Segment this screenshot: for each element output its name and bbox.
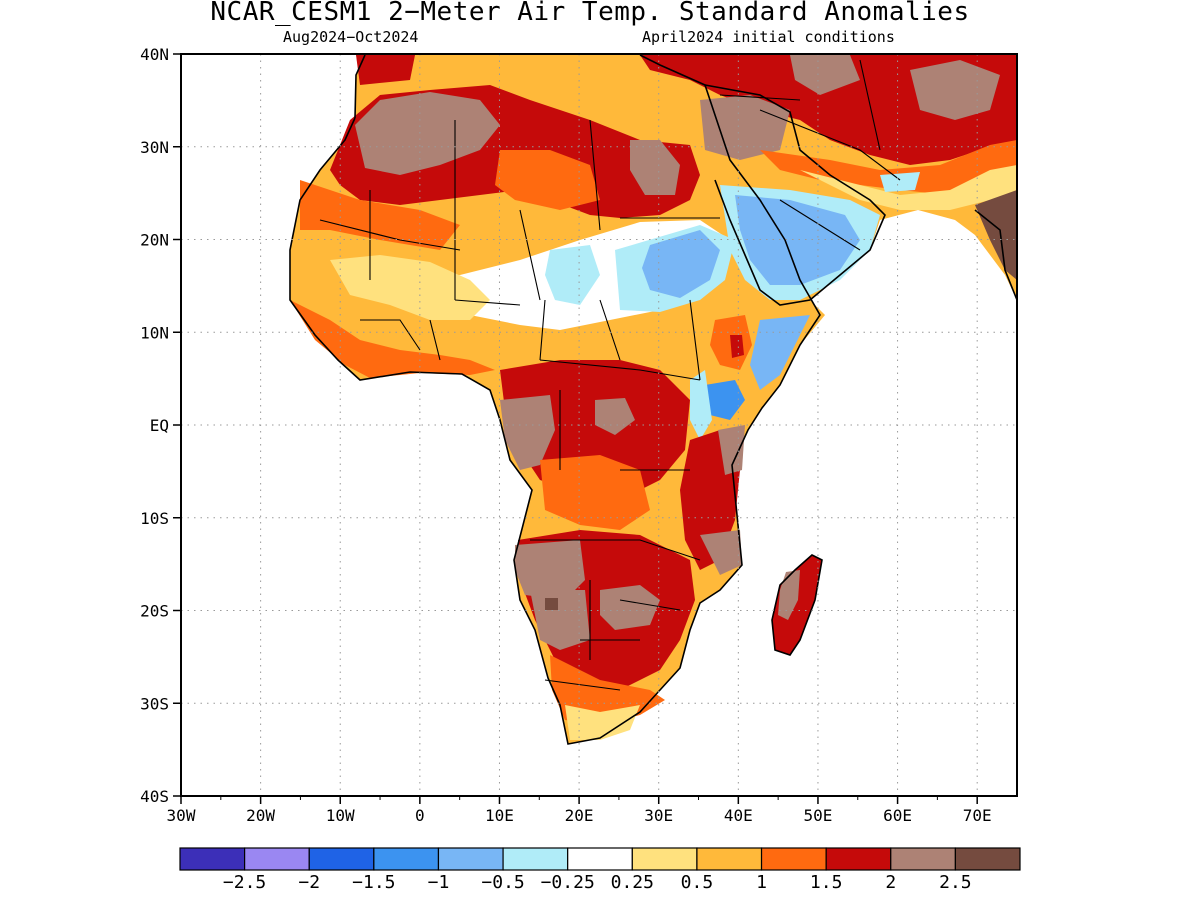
lat-tick-label: 10S xyxy=(140,509,169,528)
colorbar-swatch xyxy=(567,847,633,871)
lat-tick-label: 30N xyxy=(140,138,169,157)
gabon-brown xyxy=(500,395,555,470)
lon-tick-label: 20W xyxy=(246,806,275,825)
guinea-coast-orange xyxy=(290,300,495,378)
sahel-light-cyan xyxy=(545,245,600,305)
lat-tick-label: EQ xyxy=(150,416,169,435)
lon-tick-label: 10W xyxy=(326,806,355,825)
colorbar-label: −0.5 xyxy=(481,872,524,893)
colorbar-swatch xyxy=(502,847,569,871)
africa-coastline xyxy=(289,54,821,745)
lon-tick-label: 40E xyxy=(724,806,753,825)
pakistan-brown xyxy=(975,190,1017,280)
angola-brown xyxy=(515,540,585,600)
east-africa-cyan xyxy=(690,370,712,440)
congo-orange xyxy=(540,455,650,530)
colorbar-label: −2 xyxy=(298,872,320,893)
border-central xyxy=(539,299,701,471)
colorbar-label: 2 xyxy=(885,872,896,893)
sudan-light-blue xyxy=(642,230,720,298)
colorbar-swatch xyxy=(696,847,763,871)
colorbar-label: −1.5 xyxy=(352,872,395,893)
middle-east-brown-3 xyxy=(790,55,860,95)
iran-cyan xyxy=(880,172,920,192)
longitude-ticks: 30W 20W 10W 0 10E 20E 30E 40E 50E 60E 70E xyxy=(167,796,992,825)
colorbar-label: −2.5 xyxy=(223,872,266,893)
lat-tick-label: 40S xyxy=(140,787,169,806)
india-coastline xyxy=(974,209,1017,301)
lat-tick-label: 10N xyxy=(140,323,169,342)
colorbar-swatch xyxy=(760,847,827,871)
ethiopia-dark-red xyxy=(730,335,744,358)
colorbar-swatch xyxy=(890,847,956,871)
lon-tick-label: 60E xyxy=(883,806,912,825)
colorbar-label: 0.5 xyxy=(681,872,714,893)
sahara-brown-east xyxy=(630,140,680,195)
lat-tick-label: 40N xyxy=(140,45,169,64)
north-coast-dark-red xyxy=(356,55,415,85)
map-title: NCAR_CESM1 2−Meter Air Temp. Standard An… xyxy=(210,0,970,27)
lon-tick-label: 20E xyxy=(565,806,594,825)
grid-lines xyxy=(181,54,1017,796)
colorbar-swatch xyxy=(825,847,892,871)
lat-tick-label: 30S xyxy=(140,694,169,713)
kenya-blue xyxy=(705,380,745,420)
madagascar-coastline xyxy=(771,554,823,656)
arabia-light-blue xyxy=(735,195,860,285)
colorbar-swatch xyxy=(631,847,698,871)
anomaly-field xyxy=(290,55,1017,744)
colorbar-swatch xyxy=(244,847,310,871)
south-africa-yellow xyxy=(565,705,640,740)
latitude-ticks: 40N 30N 20N 10N EQ 10S 20S 30S 40S xyxy=(140,45,181,806)
colorbar: −2.5 −2 −1.5 −1 −0.5 −0.25 0.25 0.5 1 1.5 2 2.5 xyxy=(179,847,1021,893)
madagascar-fill xyxy=(772,555,822,655)
sahel-orange xyxy=(495,150,600,210)
lon-tick-label: 30W xyxy=(167,806,196,825)
colorbar-label: 1 xyxy=(756,872,767,893)
central-africa-brown xyxy=(595,398,635,435)
lat-tick-label: 20N xyxy=(140,231,169,250)
border-north-africa xyxy=(369,119,720,361)
lon-tick-label: 30E xyxy=(644,806,673,825)
colorbar-label: 0.25 xyxy=(611,872,654,893)
mozambique-brown xyxy=(700,530,742,575)
forecast-period: Aug2024−Oct2024 xyxy=(283,28,419,46)
lon-tick-label: 0 xyxy=(415,806,425,825)
arabia-yellow-band xyxy=(800,165,1017,210)
border-middle-east xyxy=(719,59,901,251)
lat-tick-label: 20S xyxy=(140,602,169,621)
colorbar-swatch xyxy=(954,847,1021,871)
initial-conditions: April2024 initial conditions xyxy=(642,28,895,46)
country-borders xyxy=(319,59,901,691)
colorbar-label: −0.25 xyxy=(541,872,595,893)
middle-east-brown-1 xyxy=(700,95,790,160)
colorbar-swatch xyxy=(179,847,246,871)
border-west xyxy=(319,219,461,361)
border-south xyxy=(530,539,701,691)
botswana-brown xyxy=(600,585,660,630)
colorbar-label: 1.5 xyxy=(810,872,843,893)
lon-tick-label: 50E xyxy=(803,806,832,825)
colorbar-swatch xyxy=(437,847,504,871)
sahara-brown-west xyxy=(355,92,500,175)
colorbar-label: −1 xyxy=(428,872,450,893)
coastlines xyxy=(289,54,1017,745)
lon-tick-label: 10E xyxy=(485,806,514,825)
arabia-orange-band xyxy=(760,140,1017,195)
colorbar-swatch xyxy=(308,847,375,871)
colorbar-swatch xyxy=(373,847,440,871)
horn-light-blue xyxy=(750,315,810,390)
namibia-dark-brown xyxy=(545,598,558,610)
colorbar-label: 2.5 xyxy=(939,872,972,893)
lon-tick-label: 70E xyxy=(963,806,992,825)
arabia-coastline xyxy=(704,84,886,306)
